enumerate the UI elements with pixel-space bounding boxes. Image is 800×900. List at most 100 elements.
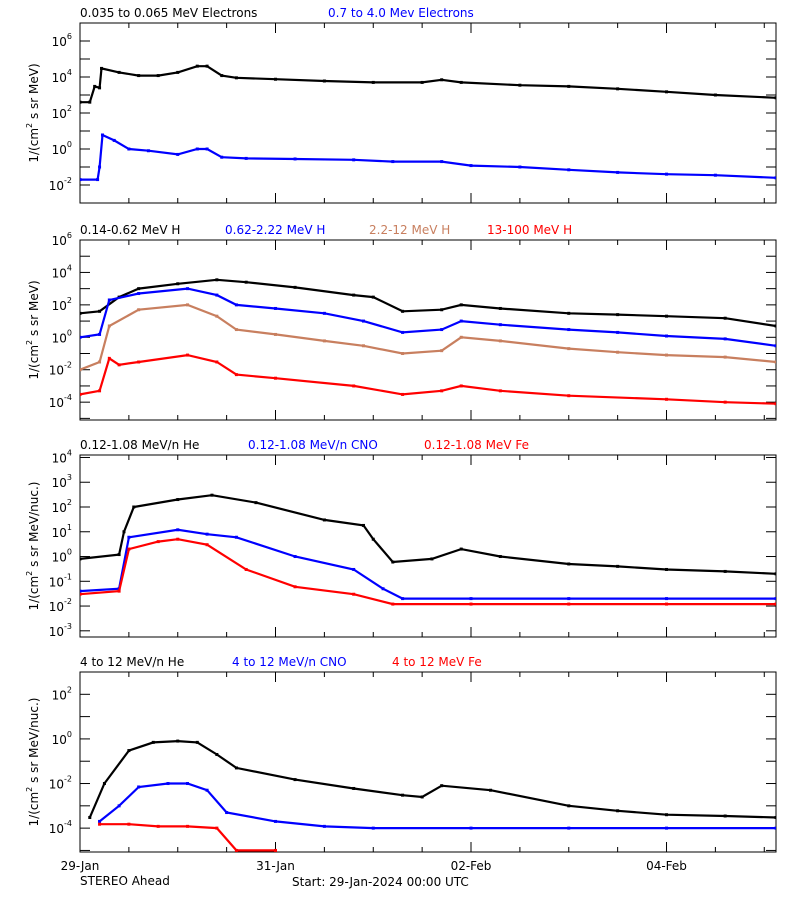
data-point [274, 77, 278, 81]
data-point [96, 178, 100, 182]
data-point [352, 592, 356, 596]
data-point [459, 384, 463, 388]
y-tick-label-base: 10 [52, 501, 67, 515]
data-point [361, 319, 365, 323]
data-point [774, 815, 776, 819]
data-point [137, 785, 141, 789]
data-point [352, 158, 356, 162]
data-point [205, 543, 209, 547]
y-tick-label-exponent: -4 [64, 393, 72, 402]
data-point [234, 848, 238, 852]
data-point [215, 753, 219, 757]
data-point [80, 368, 82, 372]
x-tick-label: 31-Jan [256, 859, 295, 873]
data-point [225, 811, 229, 815]
plot-frame [79, 671, 777, 853]
legend-entry: 0.12-1.08 MeV Fe [424, 438, 529, 452]
series-line-0-035-to-0-065-mev-electrons [80, 65, 776, 104]
data-point [205, 532, 209, 536]
data-point [567, 328, 571, 332]
data-point [401, 309, 405, 313]
data-point [274, 848, 278, 852]
y-tick-label-exponent: -2 [64, 361, 72, 370]
data-point [440, 78, 444, 82]
data-point [459, 80, 463, 84]
y-axis-label-pre: 1/(cm [27, 345, 41, 380]
data-point [774, 360, 776, 364]
legend-entry: 2.2-12 MeV H [369, 223, 450, 237]
data-point [616, 313, 620, 317]
y-tick-label: 103 [52, 473, 72, 490]
y-tick-label-exponent: 4 [67, 68, 72, 77]
data-point [489, 788, 493, 792]
data-point [322, 339, 326, 343]
data-point [459, 335, 463, 339]
data-point [665, 353, 669, 357]
y-tick-label-exponent: -3 [64, 622, 72, 631]
y-tick-label: 10-2 [49, 361, 72, 378]
data-point [80, 335, 82, 339]
data-point [665, 597, 669, 601]
data-point [381, 587, 385, 591]
x-tick-label: 02-Feb [451, 859, 492, 873]
y-tick-label-base: 10 [52, 299, 67, 313]
data-point [274, 376, 278, 380]
data-point [146, 149, 150, 153]
y-tick-label: 100 [52, 548, 72, 565]
data-point [391, 560, 395, 564]
data-point [713, 173, 717, 177]
y-tick-label-exponent: 1 [67, 523, 72, 532]
data-point [498, 323, 502, 327]
legend-entry: 4 to 12 MeV/n He [80, 655, 184, 669]
data-point [117, 70, 121, 74]
y-tick-label-exponent: 4 [67, 263, 72, 272]
x-tick-label: 04-Feb [646, 859, 687, 873]
data-point [293, 585, 297, 589]
data-point [234, 766, 238, 770]
legend-entry: 0.035 to 0.065 MeV Electrons [80, 6, 257, 20]
data-point [80, 311, 82, 315]
y-tick-label-exponent: -1 [64, 572, 72, 581]
data-point [616, 350, 620, 354]
data-point [195, 147, 199, 151]
data-point [107, 298, 111, 302]
y-axis-label: 1/(cm2 s sr MeV) [25, 280, 41, 379]
data-point [567, 347, 571, 351]
data-point [665, 90, 669, 94]
y-tick-label-exponent: 0 [67, 730, 72, 739]
data-point [205, 64, 209, 68]
y-tick-label-base: 10 [49, 600, 64, 614]
data-point [215, 293, 219, 297]
data-point [112, 138, 116, 142]
data-point [440, 389, 444, 393]
data-point [274, 332, 278, 336]
y-tick-label: 104 [52, 448, 72, 465]
data-point [665, 813, 669, 817]
data-point [132, 505, 136, 509]
y-tick-label-exponent: -2 [64, 597, 72, 606]
data-point [371, 826, 375, 830]
series-line-0-7-to-4-0-mev-electrons [80, 133, 776, 181]
data-point [274, 306, 278, 310]
data-point [498, 555, 502, 559]
data-point [166, 782, 170, 786]
x-tick-label: 29-Jan [61, 859, 100, 873]
data-point [567, 168, 571, 172]
y-tick-label: 10-3 [49, 622, 72, 639]
footer-start-time: Start: 29-Jan-2024 00:00 UTC [292, 875, 469, 889]
data-point [100, 133, 104, 137]
y-tick-label: 10-2 [49, 775, 72, 792]
y-tick-label-exponent: 2 [67, 104, 72, 113]
data-point [80, 557, 82, 561]
data-point [361, 344, 365, 348]
data-point [88, 100, 92, 104]
data-point [137, 287, 141, 291]
legend-entry: 0.7 to 4.0 Mev Electrons [328, 6, 474, 20]
y-tick-label-base: 10 [52, 35, 67, 49]
data-point [176, 282, 180, 286]
data-point [254, 501, 258, 505]
y-tick-label-base: 10 [52, 688, 67, 702]
y-tick-label: 102 [52, 498, 72, 515]
y-tick-label-exponent: 0 [67, 328, 72, 337]
data-point [293, 285, 297, 289]
